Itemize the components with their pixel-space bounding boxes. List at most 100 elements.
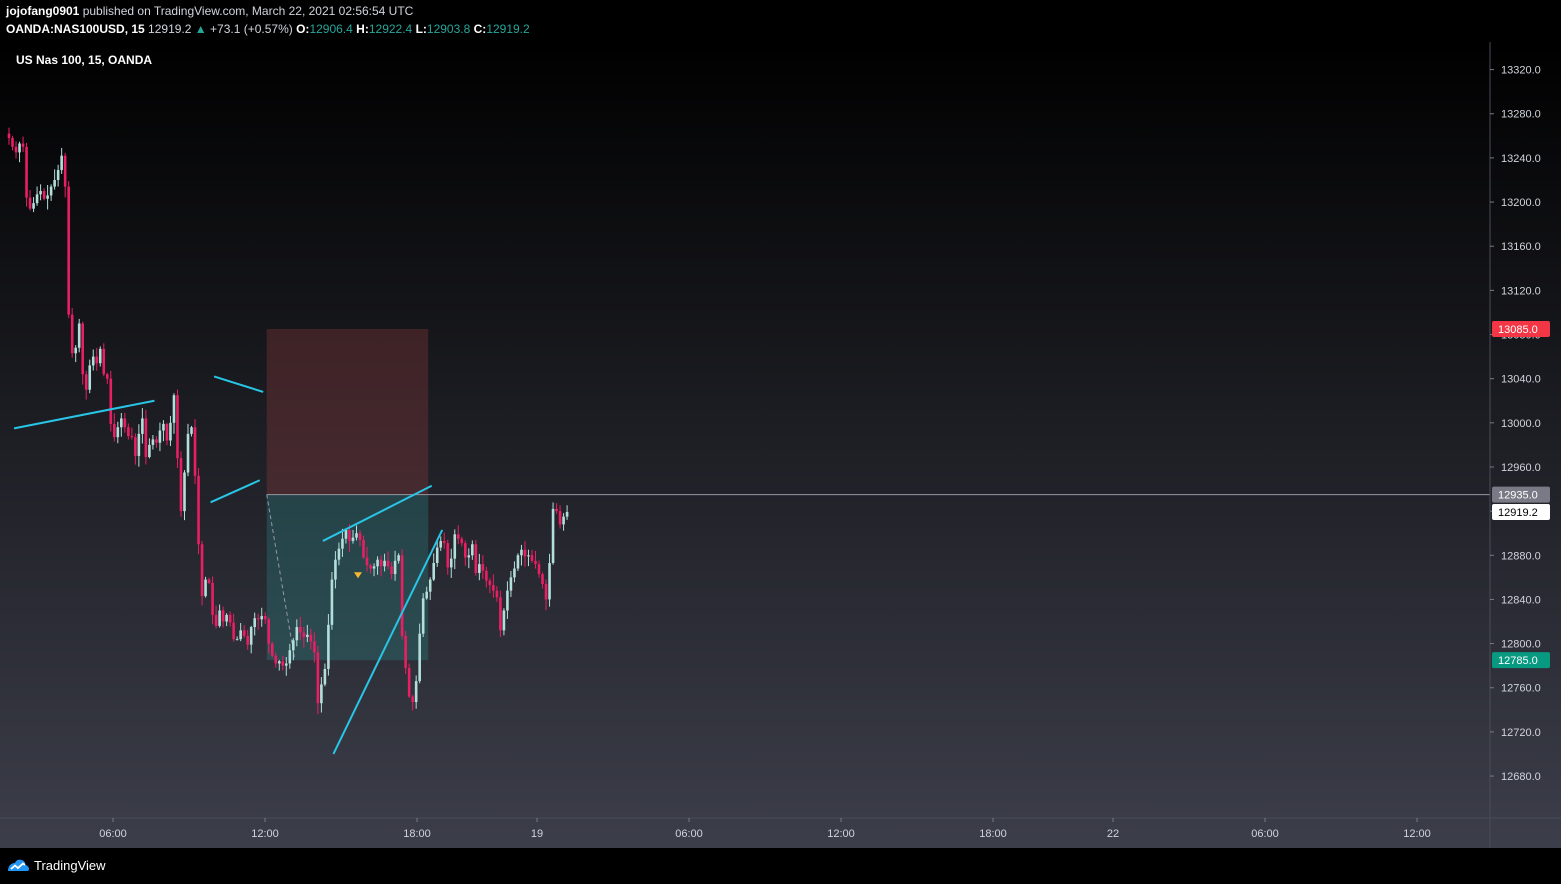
candle-body (316, 652, 320, 704)
candle-body (88, 365, 92, 390)
publish-info: jojofang0901 published on TradingView.co… (6, 4, 413, 18)
last-price: 12919.2 (148, 22, 192, 36)
published-text: published on TradingView.com, March 22, … (82, 4, 414, 18)
candle-body (179, 458, 183, 512)
x-tick-label: 12:00 (827, 828, 855, 840)
alert-marker-icon (354, 572, 362, 579)
y-tick-label: 12880.0 (1501, 550, 1541, 562)
footer: TradingView (0, 848, 1561, 884)
author-name[interactable]: jojofang0901 (6, 4, 80, 18)
candle-body (11, 138, 14, 147)
y-tick-label: 13200.0 (1501, 197, 1541, 209)
candle-body (225, 614, 228, 622)
candle-body (7, 133, 11, 139)
candle-body (295, 627, 299, 641)
candle-body (148, 444, 151, 458)
candle-body (98, 348, 102, 364)
chart-title: US Nas 100, 15, OANDA (16, 53, 152, 67)
candle-body (446, 543, 450, 568)
candle-body (211, 582, 214, 615)
tradingview-brand[interactable]: TradingView (34, 858, 106, 873)
candle-body (464, 543, 467, 558)
candle-body (109, 378, 113, 424)
candle-body (330, 579, 334, 625)
candle-body (400, 555, 404, 636)
candle-body (537, 564, 541, 575)
candle-body (113, 423, 116, 438)
high-value: 12922.4 (368, 22, 413, 36)
trendline (13, 399, 155, 430)
tradingview-logo-icon[interactable] (6, 857, 30, 873)
candle-body (432, 563, 436, 580)
candle-body (277, 661, 281, 664)
chart-container[interactable]: 12680.0 12720.0 12760.0 12800.0 12840.0 12880… (0, 42, 1561, 848)
candle-body (407, 667, 411, 697)
candle-body (453, 534, 457, 559)
candle-body (506, 590, 509, 611)
candle-body (337, 548, 341, 560)
candle-body (242, 630, 246, 636)
candle-body (495, 590, 499, 598)
candle-body (306, 634, 309, 637)
candle-body (260, 615, 264, 620)
candle-body (221, 610, 225, 622)
candle-body (414, 681, 418, 703)
candle-body (558, 511, 562, 525)
candle-body (393, 560, 397, 575)
candle-body (218, 610, 221, 626)
candle-body (460, 538, 464, 544)
y-tick-label: 12960.0 (1501, 462, 1541, 474)
candle-body (302, 632, 306, 637)
candle-body (383, 560, 386, 567)
candlestick-chart[interactable]: 12680.0 12720.0 12760.0 12800.0 12840.0 12880… (0, 42, 1561, 848)
candle-body (134, 437, 137, 456)
candle-body (449, 558, 453, 568)
y-tick-label: 13120.0 (1501, 285, 1541, 297)
candle-body (565, 512, 569, 517)
candle-body (253, 618, 256, 628)
y-tick-label: 12840.0 (1501, 594, 1541, 606)
x-tick-label: 22 (1107, 828, 1119, 840)
candle-body (21, 143, 25, 147)
candle-body (186, 433, 190, 473)
candle-body (200, 544, 204, 597)
candle-body (63, 155, 67, 187)
open-value: 12906.4 (309, 22, 353, 36)
x-tick-label: 18:00 (403, 828, 431, 840)
x-tick-label: 19 (531, 828, 543, 840)
candle-body (534, 560, 537, 565)
candle-body (439, 540, 443, 548)
candle-body (365, 557, 369, 566)
price-marker (1492, 652, 1550, 669)
candle-body (492, 585, 495, 591)
candle-body (56, 170, 60, 180)
candle-body (481, 564, 485, 571)
x-tick-label: 06:00 (1251, 828, 1279, 840)
trendline (332, 529, 444, 755)
candle-body (228, 614, 232, 623)
candle-body (46, 195, 49, 199)
candle-body (172, 395, 176, 423)
high-label: H: (356, 22, 369, 36)
y-tick-label: 12800.0 (1501, 639, 1541, 651)
y-tick-label: 13040.0 (1501, 374, 1541, 386)
x-tick-label: 12:00 (251, 828, 279, 840)
candle-body (144, 418, 148, 458)
price-marker-label: 12919.2 (1498, 507, 1538, 519)
candle-body (299, 627, 302, 633)
candle-body (249, 627, 253, 645)
candle-body (516, 555, 520, 569)
candle-body (130, 436, 134, 438)
candle-body (49, 186, 53, 196)
candle-body (421, 598, 425, 634)
candle-body (397, 555, 400, 561)
candle-body (530, 555, 534, 561)
candle-body (411, 696, 414, 703)
candle-body (281, 661, 285, 666)
candle-body (288, 650, 292, 664)
x-tick-label: 06:00 (99, 828, 127, 840)
candle-body (267, 619, 271, 644)
candle-body (544, 583, 548, 600)
candle-body (523, 549, 527, 557)
y-tick-label: 12760.0 (1501, 683, 1541, 695)
